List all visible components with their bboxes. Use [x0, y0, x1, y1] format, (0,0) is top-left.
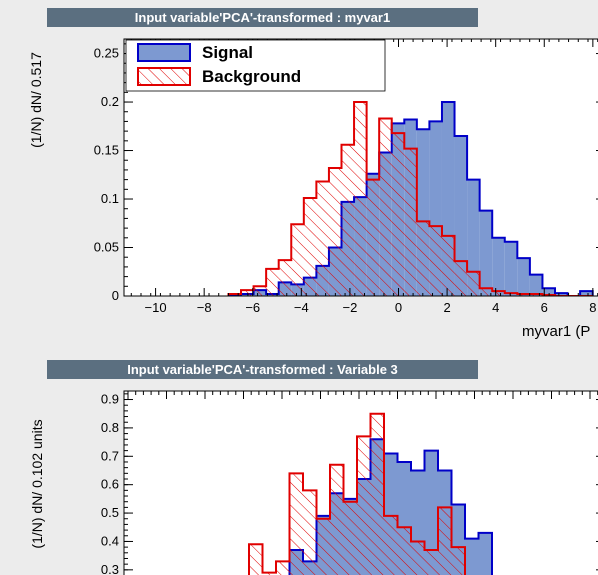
panel1-y-tick-label: 0.05 — [94, 240, 119, 255]
panel1-background-bar — [316, 181, 329, 296]
panel1-xlabel: myvar1 (P — [522, 323, 590, 340]
legend-signal-swatch — [137, 43, 191, 62]
panel2-background-bar — [357, 436, 371, 575]
panel1-background-bar — [429, 226, 442, 296]
panel2-y-tick-label: 0.6 — [101, 477, 119, 492]
panel1-x-tick-label: 2 — [443, 300, 450, 315]
panel2-background-bar — [303, 490, 317, 575]
legend-background-label: Background — [202, 67, 301, 86]
panel1-background-bar — [379, 118, 392, 296]
panel1-histograms — [227, 101, 594, 296]
panel1-y-tick-label: 0.2 — [101, 94, 119, 109]
panel2-background-bar — [370, 413, 384, 575]
panel2-signal-bar — [465, 538, 479, 575]
panel2-chart: 0.3 0.4 0.5 0.6 0.7 0.8 0.9 — [101, 390, 598, 575]
panel2-background-bar — [276, 561, 290, 575]
panel2-y-tick-label: 0.7 — [101, 448, 119, 463]
panel1-background-bar — [454, 261, 468, 296]
panel1-chart: 0 0.05 0.1 0.15 0.2 0.25 −10 −8 −6 −4 −2 0 2 4 6 8 myvar… — [94, 38, 598, 340]
panel2-background-bar — [438, 507, 452, 575]
panel1-x-tick-label: 6 — [541, 300, 548, 315]
panel1-signal-bar — [454, 135, 468, 296]
panel1-background-bar — [303, 198, 317, 296]
panel2-background-bar — [249, 544, 263, 575]
panel1-y-tick-label: 0.15 — [94, 143, 119, 158]
panel2-y-tick-label: 0.4 — [101, 533, 119, 548]
panel1-background-bar — [253, 286, 267, 296]
panel2-signal-bar — [478, 532, 492, 575]
panel2-background-bar — [384, 515, 398, 575]
panel1-signal-bar — [555, 293, 568, 296]
panel1-background-bar — [504, 293, 518, 296]
panel1-x-tick-label: −10 — [145, 300, 167, 315]
panel2-x-axis-top — [127, 391, 598, 399]
panel1-background-bar — [467, 271, 480, 296]
panel1-signal-bar — [479, 210, 493, 296]
panel1-legend: Signal Background — [125, 39, 386, 92]
panel1-signal-bar — [467, 179, 480, 296]
panel1-background-bar — [291, 224, 304, 296]
panel1-signal-bar — [517, 258, 530, 296]
panel1-background-bar — [341, 144, 355, 296]
panel2-y-tick-label: 0.3 — [101, 562, 119, 575]
panel1-y-tick-label: 0.1 — [101, 191, 119, 206]
panel1-background-bar — [391, 133, 405, 296]
panel2-background-bar — [343, 501, 357, 575]
panel2-y-axis: 0.3 0.4 0.5 0.6 0.7 0.8 0.9 — [101, 392, 598, 575]
panel1-background-bar — [441, 235, 455, 296]
panel2-title: Input variable'PCA'-transformed : Variab… — [47, 360, 478, 379]
panel1-y-tick-label: 0 — [112, 288, 119, 303]
legend-background-swatch — [137, 67, 191, 86]
panel1-x-tick-label: −4 — [294, 300, 309, 315]
panel2-y-tick-label: 0.9 — [101, 392, 119, 407]
panel1-y-tick-label: 0.25 — [94, 46, 119, 61]
panel1-signal-bar — [542, 288, 556, 296]
panel1-background-bar — [354, 102, 367, 296]
panel2-background-bar — [451, 547, 465, 575]
panel1-background-bar — [266, 268, 279, 296]
panel2-histograms — [248, 412, 493, 575]
panel1-x-tick-label: −6 — [245, 300, 260, 315]
panel1-x-tick-label: 8 — [589, 300, 596, 315]
panel1-background-bar — [416, 221, 430, 296]
panel1-background-bar — [241, 290, 254, 296]
panel1-background-bar — [492, 291, 505, 296]
panel1-background-bar — [278, 260, 292, 296]
panel2-y-tick-label: 0.5 — [101, 505, 119, 520]
panel2-background-bar — [424, 549, 438, 575]
panel1-background-bar — [479, 288, 493, 296]
panel2-background-bar — [262, 572, 276, 575]
panel1-x-tick-label: −2 — [343, 300, 358, 315]
panel2-background-bar — [289, 473, 303, 575]
panel1-y-axis: 0 0.05 0.1 0.15 0.2 0.25 — [94, 43, 598, 303]
panel2-series-background — [248, 412, 466, 575]
panel1-x-tick-label: 0 — [395, 300, 402, 315]
panel1-background-bar — [366, 179, 380, 296]
panel2-frame — [123, 390, 598, 575]
panel1-signal-bar — [529, 274, 543, 296]
panel2-background-bar — [411, 541, 425, 575]
legend-signal-label: Signal — [202, 43, 253, 62]
panel2-background-bar — [330, 464, 344, 575]
panel1-background-bar — [328, 167, 342, 296]
panel1-x-tick-label: 4 — [492, 300, 499, 315]
panel1-signal-bar — [580, 291, 593, 296]
panel2-background-outline — [248, 412, 466, 575]
panel1-series-background — [227, 101, 593, 296]
panel1-title: Input variable'PCA'-transformed : myvar1 — [47, 8, 478, 27]
panel2-background-bar — [316, 518, 330, 575]
panel1-background-outline — [227, 101, 593, 296]
panel1-x-tick-label: −8 — [197, 300, 212, 315]
panel1-background-bar — [404, 148, 417, 296]
panel2-background-bar — [397, 527, 411, 575]
panel2-y-tick-label: 0.8 — [101, 420, 119, 435]
panel1-signal-bar — [504, 241, 518, 296]
panel1-x-axis: −10 −8 −6 −4 −2 0 2 4 6 8 — [130, 39, 598, 315]
panel2-signal-bar — [424, 450, 438, 575]
panel1-signal-bar — [492, 237, 505, 296]
